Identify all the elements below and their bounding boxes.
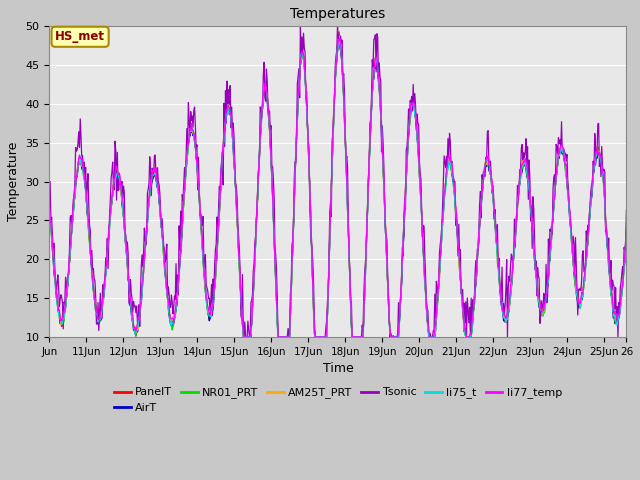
PanelT [623,233,630,239]
X-axis label: Time: Time [323,362,353,375]
AM25T_PRT [288,268,296,274]
li75_t [288,269,296,275]
Y-axis label: Temperature: Temperature [7,142,20,221]
AirT [239,334,247,340]
NR01_PRT [188,125,196,131]
AM25T_PRT [240,334,248,340]
li77_temp [82,187,90,193]
PanelT [352,334,360,340]
li75_t [82,188,90,194]
li77_temp [288,261,296,267]
li77_temp [352,334,360,340]
Tsonic [623,207,630,213]
Tsonic [102,254,110,260]
AM25T_PRT [102,258,110,264]
NR01_PRT [623,234,630,240]
li77_temp [336,35,344,41]
Line: AM25T_PRT: AM25T_PRT [49,36,627,337]
AirT [102,263,110,268]
li75_t [352,334,360,340]
NR01_PRT [335,39,343,45]
li75_t [240,334,248,340]
PanelT [240,334,248,340]
Tsonic [188,113,196,119]
li77_temp [623,232,630,238]
li75_t [102,264,110,269]
li75_t [188,126,196,132]
li77_temp [240,334,248,340]
AM25T_PRT [82,184,90,190]
NR01_PRT [240,334,248,340]
NR01_PRT [45,210,53,216]
NR01_PRT [352,334,360,340]
AirT [82,187,90,193]
AirT [288,270,296,276]
AM25T_PRT [352,334,360,340]
li75_t [303,105,310,110]
PanelT [82,185,90,191]
PanelT [335,29,343,35]
li77_temp [102,261,110,267]
Line: li75_t: li75_t [49,41,627,337]
PanelT [188,128,196,133]
Title: Temperatures: Temperatures [291,7,385,21]
NR01_PRT [102,263,110,268]
li77_temp [45,202,53,207]
AM25T_PRT [335,34,343,39]
AM25T_PRT [188,125,196,131]
PanelT [288,266,296,272]
AirT [188,126,196,132]
Line: li77_temp: li77_temp [49,38,627,337]
Line: Tsonic: Tsonic [49,26,627,337]
AirT [623,236,630,241]
Tsonic [352,334,360,340]
AirT [303,103,310,108]
NR01_PRT [82,187,90,193]
li75_t [335,38,343,44]
PanelT [102,260,110,266]
AirT [45,206,53,212]
li77_temp [188,127,196,132]
Tsonic [303,89,310,95]
PanelT [45,210,53,216]
Tsonic [82,165,90,170]
AirT [335,43,343,49]
Line: AirT: AirT [49,46,627,337]
li75_t [45,209,53,215]
Tsonic [288,242,296,248]
NR01_PRT [288,272,296,277]
li77_temp [303,97,310,103]
PanelT [303,103,310,108]
AM25T_PRT [303,99,310,105]
li75_t [623,233,630,239]
Legend: PanelT, AirT, NR01_PRT, AM25T_PRT, Tsonic, li75_t, li77_temp: PanelT, AirT, NR01_PRT, AM25T_PRT, Tsoni… [109,383,566,418]
Text: HS_met: HS_met [55,30,105,43]
Line: PanelT: PanelT [49,32,627,337]
AM25T_PRT [45,201,53,207]
AM25T_PRT [623,232,630,238]
NR01_PRT [303,99,310,105]
Line: NR01_PRT: NR01_PRT [49,42,627,337]
Tsonic [45,204,53,210]
Tsonic [240,334,248,340]
AirT [352,334,360,340]
Tsonic [333,24,341,29]
